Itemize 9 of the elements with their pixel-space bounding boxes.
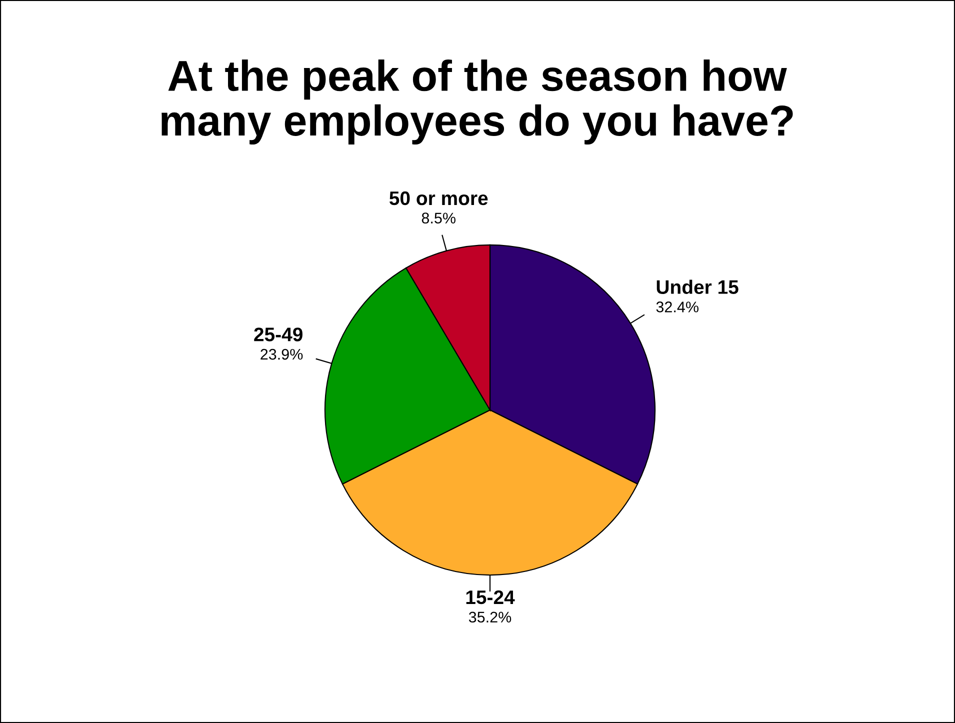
slice-label: Under 15	[656, 280, 738, 294]
data-label: 35.2%	[468, 612, 512, 623]
slice-label: 25-49	[254, 328, 302, 342]
slice-label: 15-24	[466, 590, 515, 604]
data-label: 32.4%	[656, 302, 698, 312]
data-label: 8.5%	[422, 212, 456, 224]
chart-title: At the peak of the season how many employees do you have?	[162, 60, 793, 144]
data-label: 23.9%	[260, 348, 303, 360]
slice-label: 50 or more	[390, 191, 488, 206]
